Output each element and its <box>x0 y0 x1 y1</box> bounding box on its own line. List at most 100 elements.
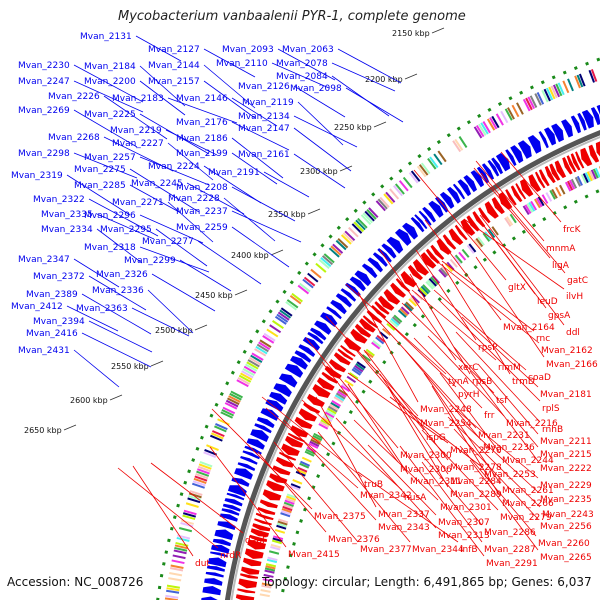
forward-gene-arrow <box>487 160 500 177</box>
cog-feature-mark <box>570 178 578 189</box>
forward-gene-arrow <box>310 327 327 341</box>
forward-gene-arrow <box>381 243 397 259</box>
cog-feature-mark <box>302 278 314 289</box>
cog-feature-mark <box>315 262 327 273</box>
reverse-gene-label: Mvan_2307 <box>438 518 490 528</box>
cog-feature-mark <box>487 228 496 239</box>
cog-feature-mark <box>576 74 584 88</box>
reverse-gene-label: gpsA <box>548 311 571 321</box>
reverse-gene-label: Mvan_2342 <box>360 491 412 501</box>
cog-feature-mark <box>214 425 227 433</box>
forward-gene-arrow <box>577 112 587 131</box>
cog-feature-mark <box>586 171 593 182</box>
reverse-gene-label: tsf <box>496 396 508 406</box>
cog-feature-mark <box>328 405 338 413</box>
reverse-gene-arrow <box>247 539 266 550</box>
forward-gene-label: Mvan_2431 <box>18 346 70 356</box>
cog-feature-mark <box>227 397 240 406</box>
forward-gene-arrow <box>538 131 549 149</box>
cog-feature-mark <box>277 311 290 321</box>
forward-gene-arrow <box>505 149 517 166</box>
forward-label-leader <box>345 87 404 123</box>
cog-feature-mark <box>206 444 219 451</box>
forward-gene-label: Mvan_2183 <box>112 94 164 104</box>
cog-feature-mark <box>482 121 491 134</box>
forward-label-leader <box>88 198 159 237</box>
cog-feature-mark <box>282 505 293 512</box>
forward-gene-label: Mvan_2208 <box>176 183 228 193</box>
cog-feature-mark <box>240 372 253 381</box>
forward-gene-arrow <box>298 344 316 357</box>
reverse-gene-label: gatC <box>567 276 588 286</box>
reverse-gene-arrow <box>337 348 354 361</box>
reverse-gene-arrow <box>407 264 423 281</box>
forward-gene-label: Mvan_2319 <box>11 171 63 181</box>
forward-label-leader <box>231 121 290 151</box>
forward-gene-label: Mvan_2078 <box>276 59 328 69</box>
cog-feature-mark <box>217 418 230 426</box>
cog-feature-mark <box>180 522 194 528</box>
reverse-gene-label: pyrH <box>458 390 480 400</box>
forward-gene-label: Mvan_2157 <box>148 77 200 87</box>
forward-label-leader <box>231 152 278 185</box>
cog-feature-mark <box>320 257 332 268</box>
reverse-gene-arrow <box>255 512 274 521</box>
forward-label-leader <box>103 95 168 140</box>
cog-feature-mark <box>261 584 272 589</box>
cog-feature-mark <box>185 502 199 508</box>
forward-label-leader <box>131 307 190 337</box>
cog-feature-mark <box>353 221 365 233</box>
forward-gene-label: Mvan_2098 <box>290 84 342 94</box>
forward-gene-arrow <box>447 186 461 204</box>
forward-gene-arrow <box>340 288 357 302</box>
reverse-gene-arrow <box>478 207 491 224</box>
cog-feature-mark <box>500 110 509 124</box>
reverse-gene-arrow <box>430 244 445 260</box>
cog-feature-mark <box>263 332 276 342</box>
cog-feature-mark <box>590 69 598 82</box>
reverse-gene-label: rimM <box>498 363 521 373</box>
cog-feature-mark <box>340 385 351 393</box>
reverse-gene-arrow <box>285 435 304 448</box>
cog-feature-mark <box>276 524 287 530</box>
cog-feature-mark <box>204 449 218 456</box>
cog-feature-mark <box>198 463 212 470</box>
reverse-gene-arrow <box>491 197 505 215</box>
forward-label-leader <box>66 305 119 332</box>
forward-gene-arrow <box>221 508 240 516</box>
cog-feature-mark <box>505 216 514 226</box>
cog-feature-mark <box>193 477 207 484</box>
forward-gene-label: Mvan_2063 <box>282 45 334 55</box>
reverse-gene-arrow <box>272 465 291 476</box>
cog-feature-mark <box>461 248 470 258</box>
cog-feature-mark <box>418 164 429 176</box>
cog-feature-mark <box>237 377 250 385</box>
reverse-gene-arrow <box>588 144 600 163</box>
reverse-gene-arrow <box>374 301 390 315</box>
forward-gene-arrow <box>418 210 432 226</box>
reverse-label-leader <box>500 151 562 223</box>
cog-feature-mark <box>495 113 504 126</box>
reverse-gene-arrow <box>505 189 517 206</box>
cog-feature-mark <box>263 573 274 578</box>
reverse-gene-label: Mvan_2313 <box>438 531 490 541</box>
reverse-label-leader <box>421 461 483 543</box>
cog-feature-mark <box>221 409 235 417</box>
forward-label-leader <box>73 152 138 179</box>
reverse-gene-label: dapF <box>245 536 267 546</box>
forward-label-leader <box>203 165 262 204</box>
cog-feature-mark <box>446 261 455 271</box>
forward-gene-label: Mvan_2119 <box>242 98 294 108</box>
forward-label-leader <box>231 226 290 268</box>
forward-label-leader <box>331 75 390 117</box>
cog-feature-mark <box>411 295 420 304</box>
cog-feature-mark <box>242 368 255 377</box>
forward-gene-label: Mvan_2295 <box>100 225 152 235</box>
reverse-gene-label: Mvan_2278 <box>450 463 502 473</box>
cog-feature-mark <box>196 468 210 475</box>
cog-feature-mark <box>172 554 186 560</box>
tick-label: 2300 kbp <box>300 167 338 176</box>
gc-skew-track <box>156 57 600 600</box>
cog-feature-mark <box>335 239 347 251</box>
forward-gene-arrow <box>395 228 412 246</box>
